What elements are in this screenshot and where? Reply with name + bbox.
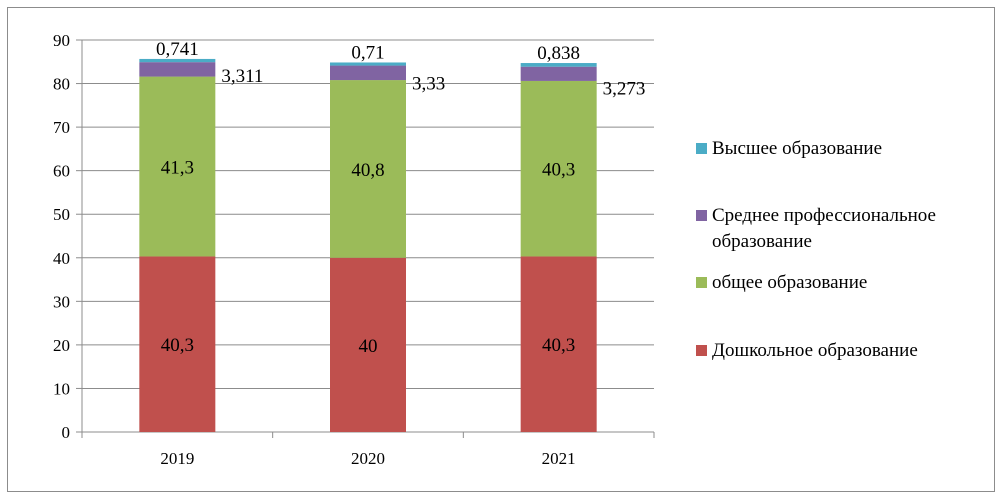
bar-segment (330, 65, 406, 81)
data-label: 0,71 (351, 42, 384, 63)
data-label: 40,3 (161, 335, 194, 356)
bar-segment (520, 66, 597, 81)
chart-frame: 0 10 20 30 40 50 60 70 80 90 40,3 41,3 3,311 0,741 201… (7, 7, 995, 492)
data-label: 40,8 (351, 160, 384, 181)
bar-segment (330, 257, 406, 432)
data-label: 40,3 (542, 335, 575, 356)
y-tick-label: 60 (53, 162, 70, 181)
data-label: 0,741 (156, 39, 199, 60)
y-tick-label: 10 (53, 379, 70, 398)
data-label: 0,838 (537, 43, 580, 64)
x-tick-label: 2020 (351, 449, 385, 468)
y-tick-label: 40 (53, 249, 70, 268)
data-label: 3,33 (412, 74, 445, 95)
y-tick-label: 30 (53, 292, 70, 311)
bar-segment (520, 80, 597, 257)
y-tick-label: 80 (53, 75, 70, 94)
stacked-bar-chart: 0 10 20 30 40 50 60 70 80 90 40,3 41,3 3,311 0,741 201… (53, 31, 655, 468)
legend-label: общее образование (712, 272, 868, 293)
legend-label: Среднее профессиональное образование (712, 205, 936, 252)
bar-segment (139, 76, 216, 257)
legend-label: Высшее образование (712, 138, 883, 159)
x-tick-label: 2021 (542, 449, 576, 468)
y-tick-label: 70 (53, 118, 70, 137)
bar-segment (139, 58, 216, 63)
legend-item: Высшее образование (696, 136, 992, 162)
bar-segment (139, 256, 216, 432)
x-tick-label: 2019 (160, 449, 194, 468)
y-tick-label: 90 (53, 31, 70, 50)
legend-swatch (696, 277, 707, 288)
bar-segment (139, 62, 216, 77)
data-label: 3,273 (603, 79, 646, 100)
data-label: 3,311 (221, 66, 263, 87)
data-label: 40 (359, 336, 378, 357)
legend-item: Среднее профессиональное образование (696, 203, 992, 255)
legend-swatch (696, 210, 707, 221)
y-tick-label: 0 (62, 423, 71, 442)
bar-segment (520, 63, 597, 67)
legend-item: общее образование (696, 270, 992, 296)
legend-label: Дошкольное образование (712, 340, 918, 361)
bar-segment (330, 80, 406, 258)
data-label: 40,3 (542, 160, 575, 181)
legend-swatch (696, 345, 707, 356)
bar-segment (520, 256, 597, 432)
y-tick-label: 20 (53, 336, 70, 355)
y-tick-label: 50 (53, 205, 70, 224)
data-label: 41,3 (161, 158, 194, 179)
legend-item: Дошкольное образование (696, 338, 992, 364)
legend-swatch (696, 143, 707, 154)
bar-segment (330, 62, 406, 66)
